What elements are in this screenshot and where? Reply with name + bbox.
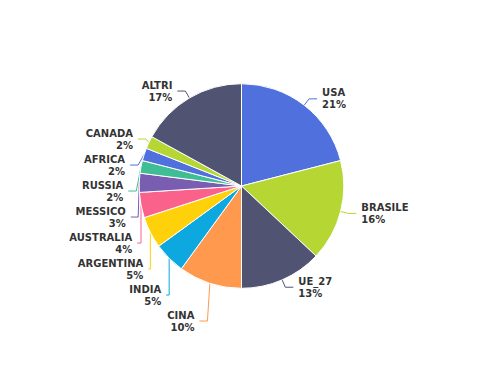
svg-text:AFRICA: AFRICA	[84, 154, 125, 165]
svg-text:2%: 2%	[108, 166, 125, 177]
svg-text:4%: 4%	[115, 244, 132, 255]
svg-text:13%: 13%	[298, 288, 322, 299]
svg-text:AUSTRALIA: AUSTRALIA	[69, 232, 132, 243]
svg-text:2%: 2%	[106, 192, 123, 203]
svg-text:RUSSIA: RUSSIA	[82, 180, 123, 191]
svg-text:ARGENTINA: ARGENTINA	[78, 258, 144, 269]
svg-text:5%: 5%	[144, 296, 161, 307]
svg-text:2%: 2%	[116, 140, 133, 151]
svg-text:3%: 3%	[109, 218, 126, 229]
svg-text:BRASILE: BRASILE	[361, 202, 408, 213]
svg-text:USA: USA	[322, 87, 345, 98]
svg-text:CINA: CINA	[167, 310, 194, 321]
svg-text:UE_27: UE_27	[298, 276, 332, 288]
svg-text:MESSICO: MESSICO	[75, 206, 125, 217]
svg-text:5%: 5%	[126, 270, 143, 281]
svg-text:INDIA: INDIA	[129, 284, 161, 295]
svg-text:21%: 21%	[322, 99, 346, 110]
svg-text:CANADA: CANADA	[86, 128, 133, 139]
svg-text:16%: 16%	[361, 214, 385, 225]
svg-text:ALTRI: ALTRI	[142, 80, 173, 91]
svg-text:17%: 17%	[148, 92, 172, 103]
svg-text:10%: 10%	[170, 322, 194, 333]
